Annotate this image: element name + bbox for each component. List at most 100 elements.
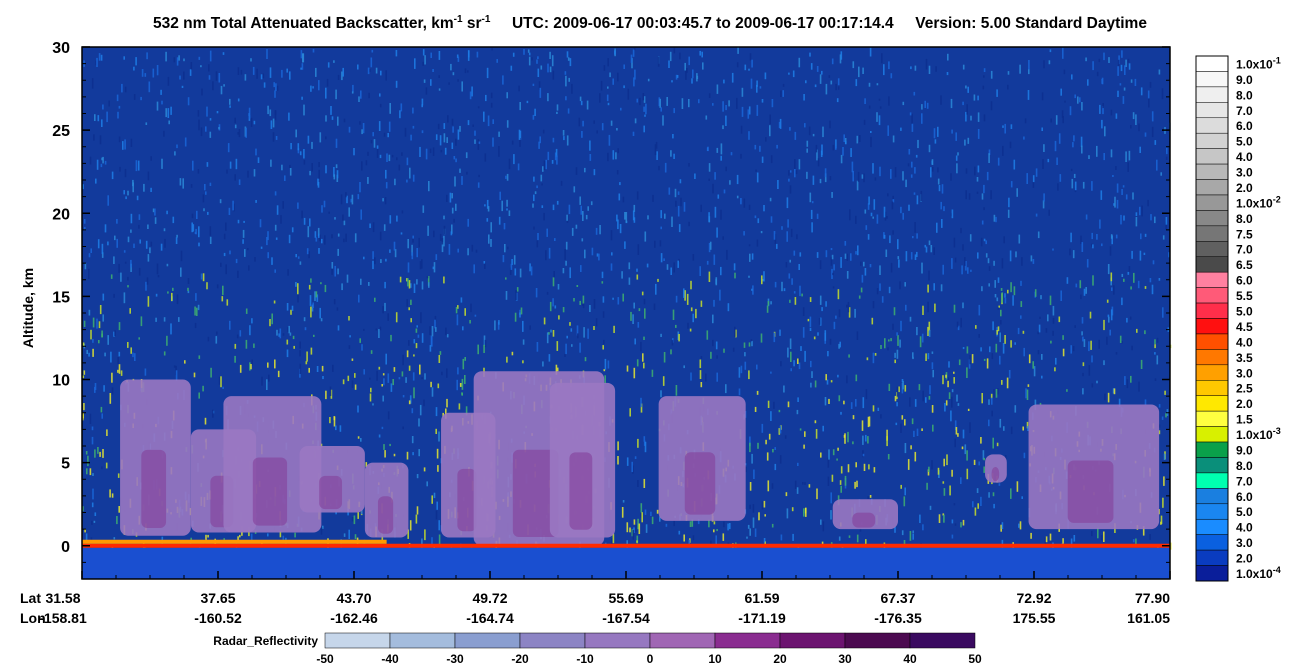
- colorbar-label: 5.0: [1236, 135, 1253, 149]
- colorbar-label-exponent: -2: [1273, 194, 1281, 204]
- colorbar-label: 7.0: [1236, 104, 1253, 118]
- radar-tick-label: 10: [708, 652, 722, 666]
- x-lat-label: 49.72: [472, 590, 507, 606]
- radar-colorbar-cell: [389, 632, 456, 649]
- x-lat-label: 61.59: [744, 590, 779, 606]
- colorbar-cell: [1195, 302, 1229, 319]
- colorbar-label-exponent: -4: [1273, 565, 1281, 575]
- radar-colorbar-cell: [714, 632, 781, 649]
- colorbar-cell: [1195, 441, 1229, 458]
- colorbar-label: 1.5: [1236, 413, 1253, 427]
- axes: 0 5 10 15 20 25 30 Lat Lon 31.58 -158.81 37.65 -160.…: [20, 40, 1171, 626]
- colorbar-label: 1.0x10-4: [1236, 565, 1281, 581]
- colorbar-label: 5.0: [1236, 505, 1253, 519]
- surface-line: [82, 543, 1170, 548]
- chart-title: 532 nm Total Attenuated Backscatter, km-…: [0, 14, 1300, 33]
- colorbar-cell: [1195, 71, 1229, 88]
- cloud-core: [512, 449, 559, 538]
- x-lon-label: -158.81: [39, 610, 87, 626]
- radar-tick-label: 30: [838, 652, 852, 666]
- colorbar-cell: [1195, 194, 1229, 211]
- cloud-core: [852, 512, 876, 528]
- colorbar-label: 3.5: [1236, 351, 1253, 365]
- y-tick-label: 0: [61, 539, 70, 556]
- cloud-layer: [120, 371, 1160, 546]
- colorbar-label: 1.0x10-2: [1236, 194, 1281, 210]
- x-lat-label: 77.90: [1135, 590, 1170, 606]
- radar-colorbar-cell: [519, 632, 586, 649]
- colorbar-label: 3.0: [1236, 366, 1253, 380]
- colorbar-label: 6.0: [1236, 119, 1253, 133]
- colorbar-label: 2.0: [1236, 552, 1253, 566]
- colorbar-label: 1.0x10-3: [1236, 426, 1281, 442]
- colorbar-label: 9.0: [1236, 443, 1253, 457]
- x-lon-label: -176.35: [874, 610, 922, 626]
- title-exp1: -1: [453, 14, 463, 25]
- title-utc: UTC: 2009-06-17 00:03:45.7 to 2009-06-17…: [511, 15, 894, 33]
- colorbar-label: 8.0: [1236, 212, 1253, 226]
- colorbar-label: 4.0: [1236, 335, 1253, 349]
- cloud-core: [1067, 460, 1114, 523]
- colorbar-cell: [1195, 503, 1229, 520]
- colorbar-label: 6.0: [1236, 274, 1253, 288]
- colorbar-cell: [1195, 225, 1229, 242]
- title-version: Version: 5.00 Standard Daytime: [915, 15, 1147, 33]
- cloud-core: [991, 467, 1000, 482]
- colorbar-cell: [1195, 102, 1229, 119]
- colorbar-label: 5.5: [1236, 289, 1253, 303]
- surface-bright-layer: [82, 539, 387, 544]
- radar-colorbar-cell: [324, 632, 391, 649]
- radar-colorbar-cell: [454, 632, 521, 649]
- colorbar-cell: [1195, 163, 1229, 180]
- radar-tick-label: 0: [647, 652, 654, 666]
- cloud-core: [457, 468, 477, 532]
- cloud-core: [684, 452, 716, 515]
- cloud-core: [141, 449, 167, 528]
- title-mid: sr: [462, 15, 482, 33]
- colorbar-label-exponent: -3: [1273, 426, 1281, 436]
- colorbar-label: 7.0: [1236, 243, 1253, 257]
- colorbar-label: 2.5: [1236, 382, 1253, 396]
- colorbar-label-exponent: -1: [1273, 55, 1281, 65]
- y-tick-label: 25: [52, 123, 70, 140]
- colorbar-label: 8.0: [1236, 459, 1253, 473]
- radar-colorbar-cell: [909, 632, 976, 649]
- colorbar-label: 2.0: [1236, 181, 1253, 195]
- radar-colorbar-cell: [844, 632, 911, 649]
- radar-colorbar: -50 -40 -30 -20 -10 0 10 20 30 40 50 Radar_Reflecti…: [213, 632, 982, 666]
- x-lat-label: 43.70: [336, 590, 371, 606]
- title-exp2: -1: [481, 14, 491, 25]
- colorbar-cell: [1195, 55, 1229, 72]
- colorbar-label: 5.0: [1236, 305, 1253, 319]
- colorbar-cell: [1195, 518, 1229, 535]
- radar-colorbar-cell: [584, 632, 651, 649]
- colorbar-label: 8.0: [1236, 88, 1253, 102]
- plot-area: [82, 47, 1172, 579]
- colorbar-cell: [1195, 395, 1229, 412]
- cloud-core: [252, 457, 288, 526]
- colorbar-label: 2.0: [1236, 397, 1253, 411]
- title-prefix: 532 nm Total Attenuated Backscatter, km: [153, 15, 454, 33]
- cloud-core: [319, 475, 343, 510]
- colorbar-cell: [1195, 565, 1229, 582]
- colorbar-cell: [1195, 148, 1229, 165]
- backscatter-colorbar: 1.0x10-19.08.07.06.05.04.03.02.01.0x10-2…: [1195, 55, 1281, 582]
- colorbar-label: 1.0x10-1: [1236, 55, 1281, 71]
- radar-tick-label: 40: [903, 652, 917, 666]
- y-tick-label: 20: [52, 206, 70, 223]
- x-row-label-lat: Lat: [20, 590, 41, 606]
- x-lon-label: 161.05: [1127, 610, 1170, 626]
- colorbar-cell: [1195, 333, 1229, 350]
- colorbar-cell: [1195, 426, 1229, 443]
- colorbar-frame: [1195, 55, 1229, 582]
- radar-tick-label: -20: [511, 652, 529, 666]
- colorbar-cell: [1195, 457, 1229, 474]
- x-lat-label: 37.65: [200, 590, 235, 606]
- radar-tick-label: -50: [316, 652, 334, 666]
- x-lat-label: 31.58: [45, 590, 80, 606]
- radar-tick-label: 20: [773, 652, 787, 666]
- colorbar-label: 6.0: [1236, 490, 1253, 504]
- x-lat-label: 67.37: [880, 590, 915, 606]
- colorbar-label: 6.5: [1236, 258, 1253, 272]
